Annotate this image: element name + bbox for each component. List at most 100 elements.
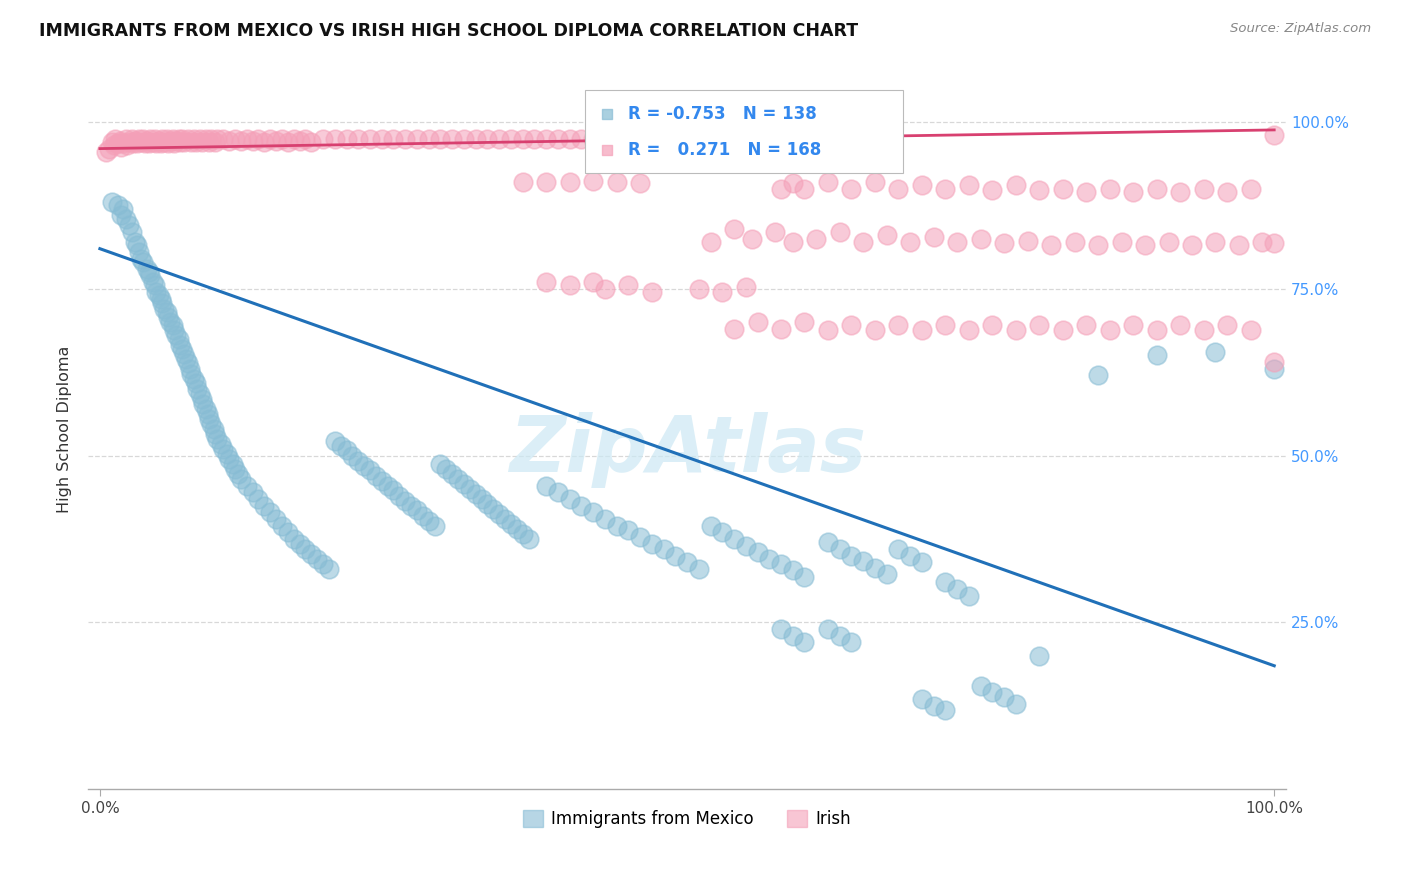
Point [1146,349,1168,363]
Point [198,135,221,149]
Point [1017,234,1039,248]
Point [723,322,745,336]
Point [259,131,281,145]
Point [981,183,1004,197]
Point [212,131,235,145]
Point [1076,185,1098,199]
Point [688,562,710,576]
Point [134,136,156,151]
Point [1192,181,1215,195]
Point [191,135,214,149]
Point [499,516,522,531]
Point [1111,235,1133,249]
Point [852,554,875,568]
Point [569,131,592,145]
Point [382,131,405,145]
Point [1087,238,1109,252]
Point [247,131,270,145]
Point [121,131,143,145]
Point [934,575,956,590]
Point [288,134,311,148]
Point [128,131,150,145]
Point [1181,238,1204,252]
Point [107,136,129,151]
Point [312,131,335,145]
Point [142,275,165,289]
Point [215,447,238,461]
Point [993,236,1015,251]
Point [582,505,605,519]
Point [242,485,264,500]
Point [347,131,370,145]
Point [163,323,186,337]
Point [1168,185,1191,199]
Point [180,367,202,381]
Point [934,318,956,333]
Point [198,412,221,426]
Point [922,698,945,713]
Legend: Immigrants from Mexico, Irish: Immigrants from Mexico, Irish [516,804,858,835]
Point [628,530,651,544]
Point [664,131,686,145]
Point [194,401,217,416]
Point [149,292,172,306]
Point [224,462,246,476]
Point [769,622,792,636]
Point [156,310,179,324]
Point [173,135,195,149]
Point [1251,235,1274,249]
Point [558,175,581,189]
Point [118,135,141,149]
Point [946,582,969,596]
Point [558,491,581,506]
Point [841,318,863,333]
Point [207,131,229,145]
Point [993,690,1015,705]
Point [180,135,202,149]
Point [228,467,250,482]
Point [163,136,186,151]
Point [922,229,945,244]
Point [688,282,710,296]
Point [676,131,699,145]
Point [138,136,160,151]
Point [734,539,756,553]
Point [359,131,381,145]
Point [1005,697,1028,711]
Point [534,275,557,289]
FancyBboxPatch shape [585,90,903,173]
Point [887,181,910,195]
Point [876,228,898,243]
Point [793,181,815,195]
Point [94,145,117,159]
Point [271,518,294,533]
Text: R = -0.753   N = 138: R = -0.753 N = 138 [628,105,817,123]
Point [200,131,222,145]
Point [793,635,815,649]
Point [121,225,143,239]
Point [1240,181,1263,195]
Point [911,323,934,337]
Point [676,555,699,569]
Point [957,589,980,603]
Point [1028,318,1050,333]
Point [769,181,792,195]
Point [153,135,176,149]
Point [494,512,516,526]
Point [887,541,910,556]
Point [110,140,132,154]
Point [377,478,399,492]
Y-axis label: High School Diploma: High School Diploma [58,345,72,513]
Point [177,131,200,145]
Point [598,157,620,171]
Point [193,396,215,410]
Point [934,181,956,195]
Point [406,503,429,517]
Point [218,134,240,148]
Point [371,131,394,145]
Point [1098,323,1121,337]
Point [582,131,605,145]
Point [723,532,745,546]
Point [318,562,340,576]
Point [129,135,152,149]
